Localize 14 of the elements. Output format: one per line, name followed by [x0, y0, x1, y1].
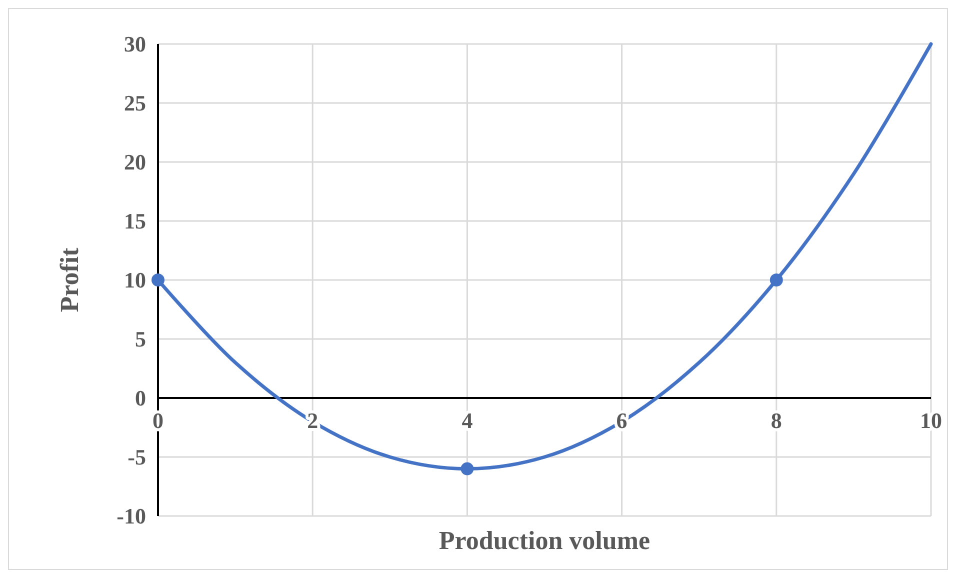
y-tick-label: 25 — [124, 90, 146, 116]
y-tick-label: 20 — [124, 150, 146, 175]
x-tick-label: 8 — [770, 408, 782, 433]
y-axis-title: Profit — [55, 247, 84, 312]
x-tick-label: 4 — [462, 408, 473, 433]
y-tick-label: 0 — [135, 386, 146, 411]
y-tick-label: -10 — [116, 504, 146, 529]
x-tick-label: 10 — [920, 408, 942, 433]
y-tick-label: 5 — [135, 326, 146, 352]
y-tick-label: 30 — [124, 32, 146, 57]
y-tick-label: 15 — [124, 208, 146, 234]
y-tick-label: 10 — [124, 268, 146, 293]
x-axis-title: Production volume — [438, 526, 650, 555]
y-tick-label: -5 — [128, 444, 146, 470]
